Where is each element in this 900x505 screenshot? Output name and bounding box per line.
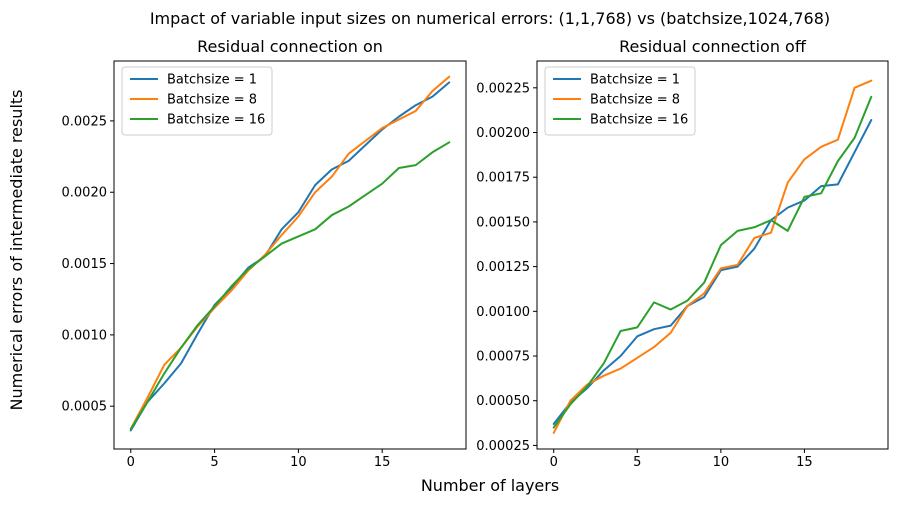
x-tick-label: 5 <box>633 455 641 470</box>
legend-box <box>121 66 273 136</box>
series-line-residual-on-0 <box>129 81 451 432</box>
x-tick-label: 15 <box>796 455 813 470</box>
series-line-residual-off-2 <box>552 95 873 429</box>
y-tick-label: 0.00175 <box>476 171 530 186</box>
axes-title-residual-off: Residual connection off <box>619 37 807 56</box>
y-tick-label: 0.00075 <box>476 350 530 365</box>
y-tick-label: 0.00025 <box>476 439 530 454</box>
x-tick-label: 0 <box>127 455 135 470</box>
series-line-residual-on-2 <box>129 141 451 431</box>
legend-residual-off: Batchsize = 1 Batchsize = 8 Batchsize = 16 <box>544 66 696 136</box>
figure-ylabel: Numerical errors of intermediate results <box>7 90 26 411</box>
legend-box <box>544 66 696 136</box>
legend-residual-on: Batchsize = 1 Batchsize = 8 Batchsize = 16 <box>121 66 273 136</box>
y-tick-label: 0.0010 <box>62 328 108 343</box>
series-line-residual-off-0 <box>552 119 873 425</box>
legend-label: Batchsize = 16 <box>590 113 688 128</box>
series-line-residual-off-1 <box>552 79 873 434</box>
x-tick-label: 10 <box>713 455 730 470</box>
panel-residual-on: Residual connection on 0 5 10 15 0.0005 0.0010… <box>62 37 467 470</box>
x-tick-label: 15 <box>374 455 391 470</box>
y-tick-label: 0.0025 <box>62 114 108 129</box>
y-tick-label: 0.0005 <box>62 400 108 415</box>
y-tick-label: 0.00100 <box>476 305 530 320</box>
legend-label: Batchsize = 1 <box>590 73 680 88</box>
axes-title-residual-on: Residual connection on <box>197 37 383 56</box>
y-tick-label: 0.0020 <box>62 186 108 201</box>
axes-frame-residual-on <box>113 60 467 450</box>
legend-label: Batchsize = 8 <box>590 93 680 108</box>
y-tick-label: 0.00200 <box>476 126 530 141</box>
y-tick-label: 0.00050 <box>476 394 530 409</box>
y-tick-label: 0.00225 <box>476 81 530 96</box>
y-tick-label: 0.00125 <box>476 260 530 275</box>
y-tick-label: 0.00150 <box>476 215 530 230</box>
legend-label: Batchsize = 16 <box>167 113 265 128</box>
figure-title: Impact of variable input sizes on numeri… <box>150 9 830 28</box>
x-tick-label: 10 <box>290 455 307 470</box>
figure-xlabel: Number of layers <box>421 476 559 495</box>
y-tick-label: 0.0015 <box>62 257 108 272</box>
x-tick-label: 5 <box>210 455 218 470</box>
panel-residual-off: Residual connection off 0 5 10 15 0.00025 0.00… <box>476 37 889 470</box>
legend-label: Batchsize = 8 <box>167 93 257 108</box>
legend-label: Batchsize = 1 <box>167 73 257 88</box>
x-tick-label: 0 <box>550 455 558 470</box>
axes-frame-residual-off <box>536 60 889 450</box>
